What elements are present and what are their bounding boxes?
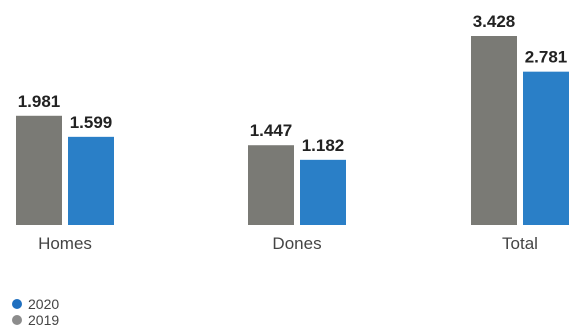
legend-label-2019: 2019 [28, 312, 60, 328]
bars-group [16, 36, 569, 226]
value-label-dones-2020: 1.182 [302, 136, 345, 155]
bar-total-2020 [523, 71, 569, 226]
value-label-homes-2019: 1.981 [18, 92, 61, 111]
category-labels-group: Homes Dones Total [38, 234, 538, 253]
bar-dones-2020 [300, 159, 346, 225]
legend-label-2020: 2020 [28, 296, 60, 312]
value-labels-group: 1.981 1.599 1.447 1.182 3.428 2.781 [18, 12, 568, 155]
legend-item-2019: 2019 [12, 312, 59, 328]
bar-homes-2020 [68, 136, 114, 225]
value-label-homes-2020: 1.599 [70, 113, 113, 132]
legend: 2020 2019 [12, 296, 59, 328]
bar-dones-2019 [248, 145, 294, 225]
category-label-total: Total [502, 234, 538, 253]
legend-swatch-2020 [12, 299, 22, 309]
bar-homes-2019 [16, 115, 62, 225]
legend-swatch-2019 [12, 315, 22, 325]
category-label-homes: Homes [38, 234, 92, 253]
bar-total-2019 [471, 36, 517, 225]
category-label-dones: Dones [272, 234, 321, 253]
legend-item-2020: 2020 [12, 296, 59, 312]
value-label-total-2019: 3.428 [473, 12, 516, 31]
value-label-total-2020: 2.781 [525, 48, 568, 67]
value-label-dones-2019: 1.447 [250, 121, 293, 140]
